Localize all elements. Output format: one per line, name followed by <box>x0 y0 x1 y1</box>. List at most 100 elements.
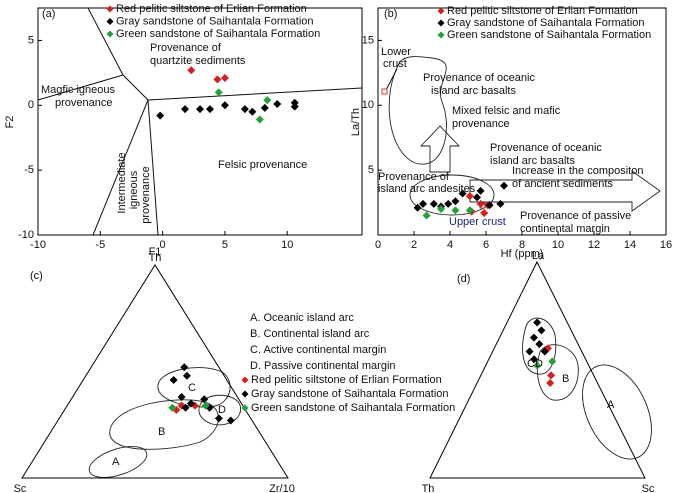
data-point <box>169 376 178 385</box>
vertex-label: Sc <box>642 483 655 493</box>
data-point <box>451 206 460 215</box>
x-tick-label: 0 <box>160 239 166 251</box>
annotation: Magfic igneous <box>41 84 115 96</box>
legend-label: Green sandstone of Saihantala Formation <box>251 402 455 414</box>
legend-label: Gray sandstone of Saihantala Formation <box>116 15 314 27</box>
legend-label: Gray sandstone of Saihantala Formation <box>447 17 645 29</box>
data-point <box>196 105 204 114</box>
data-point <box>476 199 485 208</box>
annotation: island arc basalts <box>490 155 575 167</box>
x-tick-label: 5 <box>222 239 228 251</box>
y-axis-label: La/Th <box>350 108 362 136</box>
legend-marker <box>437 31 445 39</box>
data-point <box>473 193 481 202</box>
tectonic-fields <box>88 367 242 478</box>
data-point <box>429 199 438 208</box>
data-point <box>480 208 489 217</box>
data-point <box>213 75 222 84</box>
data-point <box>181 403 190 412</box>
data-point <box>548 357 557 366</box>
y-tick-label: 0 <box>28 99 34 111</box>
legend-label: Red pelitic siltstone of Erlian Formatio… <box>116 3 307 15</box>
data-point <box>444 199 453 208</box>
data-point <box>168 403 177 412</box>
data-point <box>220 101 229 110</box>
data-point <box>177 393 186 402</box>
legend-label: Red pelitic siltstone of Erlian Formatio… <box>447 5 638 17</box>
data-point <box>525 347 534 356</box>
legend-label: Green sandstone of Saihantala Formation <box>116 28 320 40</box>
vertex-label: La <box>532 250 545 262</box>
legend-marker <box>241 376 249 384</box>
annotation: of ancient sediments <box>512 178 613 190</box>
legend-label: Red pelitic siltstone of Erlian Formatio… <box>251 374 442 386</box>
legend-label: Gray sandstone of Saihantala Formation <box>251 388 449 400</box>
data-point <box>255 115 264 124</box>
data-point <box>156 111 165 120</box>
annotation: Provenance of oceanic <box>423 72 535 84</box>
data-point <box>540 347 549 356</box>
annotation: Provenance of <box>150 42 222 54</box>
data-point <box>187 66 196 75</box>
data-point <box>547 371 556 380</box>
y-tick-label: -10 <box>18 229 34 241</box>
legend-marker <box>241 390 249 398</box>
x-tick-label: 0 <box>375 239 381 251</box>
annotation: A <box>607 399 615 411</box>
data-point <box>451 197 460 206</box>
tectonic-fields <box>522 317 652 460</box>
plot-frame <box>37 7 363 236</box>
x-tick-label: -5 <box>95 239 105 251</box>
data-point <box>226 416 235 425</box>
annotation: Provenance of <box>378 171 450 183</box>
x-tick-label: -10 <box>30 239 46 251</box>
panel-label: (a) <box>42 8 55 20</box>
data-point <box>535 340 544 349</box>
annotation: provenance <box>452 118 510 130</box>
y-tick-label: -5 <box>24 164 34 176</box>
annotation: igneous <box>128 170 140 209</box>
annotation: A <box>112 456 120 468</box>
vertex-label: Sc <box>14 483 27 493</box>
data-point <box>529 333 538 342</box>
data-point <box>437 205 445 214</box>
legend-label: Green sandstone of Saihantala Formation <box>447 29 651 41</box>
data-point <box>273 99 282 108</box>
data-point <box>458 189 467 198</box>
annotation: Lower <box>381 46 411 58</box>
legend-marker <box>106 18 114 25</box>
x-tick-label: 14 <box>624 239 636 251</box>
data-point <box>537 326 546 335</box>
data-point <box>533 318 542 327</box>
x-axis-label: Hf (ppm) <box>501 248 544 260</box>
y-tick-label: 10 <box>362 99 374 111</box>
field-legend: A. Oceanic island arc <box>250 312 354 324</box>
annotation: Provenance of oceanic <box>490 142 602 154</box>
x-tick-label: 12 <box>588 239 600 251</box>
panel-label: (d) <box>457 273 470 285</box>
y-axis-label: F2 <box>4 116 16 129</box>
data-point <box>263 96 272 105</box>
field-legend: D. Passive continental margin <box>250 360 396 372</box>
annotation: Intermediate <box>116 152 128 213</box>
data-point <box>546 378 555 387</box>
annotation: Upper crust <box>449 216 506 228</box>
annotation: Increase in the compositon <box>512 165 643 177</box>
x-tick-label: 16 <box>660 239 672 251</box>
data-point <box>496 199 505 208</box>
annotation: provenance <box>140 166 152 224</box>
data-point <box>422 211 431 220</box>
data-point <box>290 98 299 107</box>
data-point <box>419 199 427 208</box>
annotation: D <box>218 404 226 416</box>
annotation: crust <box>383 58 407 70</box>
annotation: Felsic provenance <box>218 159 307 171</box>
annotation: island arc basalts <box>431 85 516 97</box>
field-legend: C. Active continental margin <box>250 344 386 356</box>
data-point <box>260 103 269 112</box>
x-tick-label: 8 <box>519 239 525 251</box>
annotation: island arc andesites <box>378 183 476 195</box>
data-point <box>476 186 485 195</box>
vertex-label: Zr/10 <box>269 483 295 493</box>
y-tick-label: 5 <box>28 34 34 46</box>
